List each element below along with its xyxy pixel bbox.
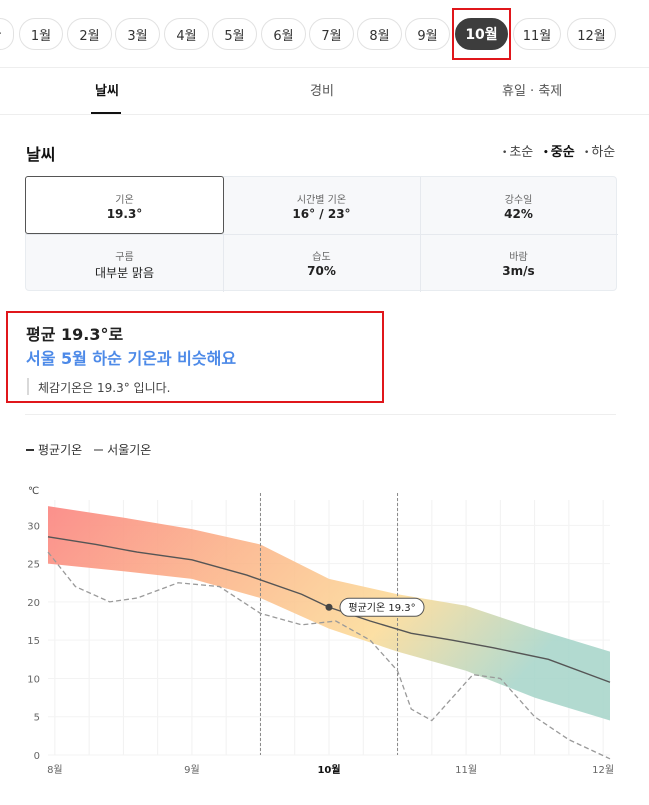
selected-month-highlight — [452, 8, 511, 60]
active-tab-indicator — [91, 112, 121, 114]
tab-bar: 날씨 경비 휴일 · 축제 — [0, 68, 649, 115]
stat-value: 16° / 23° — [292, 207, 351, 221]
month-pill-8[interactable]: 8월 — [357, 18, 402, 50]
y-tick-label: 20 — [27, 598, 40, 609]
period-mid[interactable]: • 중순 — [543, 141, 575, 160]
legend-dashed-line-icon — [94, 448, 104, 451]
y-tick-label: 30 — [27, 521, 40, 532]
stat-value: 19.3° — [106, 207, 143, 221]
avg-temp-marker — [325, 603, 333, 611]
month-pill-1[interactable]: 1월 — [19, 18, 63, 50]
tab-weather[interactable]: 날씨 — [95, 84, 119, 99]
month-pill-10[interactable]: 10월 — [455, 18, 508, 50]
month-pill-11[interactable]: 11월 — [513, 18, 561, 50]
legend-seoul-label: 서울기온 — [107, 443, 152, 457]
bullet-icon: • — [584, 147, 590, 158]
stat-hourly-temperature[interactable]: 시간별 기온 16° / 23° — [223, 177, 420, 234]
summary-comparison: 서울 5월 하순 기온과 비슷해요 — [26, 349, 237, 368]
stat-label: 습도 — [312, 252, 331, 263]
grid-divider — [26, 234, 618, 235]
x-tick-label: 8월 — [47, 764, 63, 776]
month-selector: · 1월 2월 3월 4월 5월 6월 7월 8월 9월 10월 11월 12월 — [0, 0, 649, 68]
x-tick-label: 11월 — [455, 764, 477, 776]
stat-label: 강수일 — [504, 195, 533, 206]
weather-stats-grid: 기온 19.3° 시간별 기온 16° / 23° 강수일 42% 구름 대부분… — [25, 176, 618, 292]
stat-cloud[interactable]: 구름 대부분 맑음 — [26, 234, 223, 291]
month-pill-9[interactable]: 9월 — [405, 18, 450, 50]
feels-like-text: 체감기온은 19.3° 입니다. — [38, 381, 171, 395]
month-pill-6[interactable]: 6월 — [261, 18, 306, 50]
period-late-label: 하순 — [591, 145, 616, 160]
period-early-label: 초순 — [509, 145, 534, 160]
stat-wind[interactable]: 바람 3m/s — [420, 234, 617, 291]
stat-label: 기온 — [115, 195, 134, 206]
bullet-icon: • — [502, 147, 508, 158]
section-divider — [25, 414, 616, 415]
bullet-icon: • — [543, 147, 549, 158]
month-pill-2[interactable]: 2월 — [67, 18, 112, 50]
month-pill-7[interactable]: 7월 — [309, 18, 354, 50]
y-tick-label: 15 — [27, 636, 40, 647]
quote-bar — [27, 378, 29, 395]
x-tick-label: 9월 — [184, 764, 200, 776]
month-pill-3[interactable]: 3월 — [115, 18, 160, 50]
period-early[interactable]: • 초순 — [502, 141, 533, 160]
x-tick-label: 10월 — [317, 764, 340, 776]
month-pill-5[interactable]: 5월 — [212, 18, 257, 50]
y-tick-label: 5 — [34, 713, 40, 724]
summary-highlight — [6, 311, 384, 403]
y-unit-label: ℃ — [28, 486, 39, 497]
stat-value: 42% — [504, 207, 533, 221]
stat-value: 70% — [307, 264, 336, 278]
month-pill-4[interactable]: 4월 — [164, 18, 209, 50]
legend-avg-label: 평균기온 — [38, 443, 83, 457]
stat-rain-days[interactable]: 강수일 42% — [420, 177, 617, 234]
stat-value: 대부분 맑음 — [94, 266, 154, 280]
stat-temperature[interactable]: 기온 19.3° — [25, 176, 224, 234]
y-tick-label: 25 — [27, 560, 40, 571]
stat-label: 바람 — [509, 252, 528, 263]
y-tick-label: 10 — [27, 674, 40, 685]
x-tick-label: 12월 — [592, 764, 614, 776]
y-tick-label: 0 — [34, 751, 40, 762]
tab-expenses[interactable]: 경비 — [310, 84, 334, 99]
summary-average-temp: 평균 19.3°로 — [26, 325, 124, 344]
tab-holidays-festivals[interactable]: 휴일 · 축제 — [502, 84, 563, 99]
legend-solid-line-icon — [26, 448, 34, 451]
seoul-temp-line — [47, 551, 611, 760]
month-pill-12[interactable]: 12월 — [567, 18, 616, 50]
period-mid-label: 중순 — [550, 145, 575, 160]
stat-value: 3m/s — [502, 264, 535, 278]
marker-callout-label: 평균기온 19.3° — [348, 602, 415, 614]
stat-label: 구름 — [115, 252, 134, 263]
section-title: 날씨 — [26, 145, 56, 164]
period-late[interactable]: • 하순 — [584, 141, 615, 160]
stat-label: 시간별 기온 — [296, 195, 347, 206]
stat-humidity[interactable]: 습도 70% — [223, 234, 420, 291]
chart-legend: 평균기온 서울기온 — [26, 441, 151, 458]
marker-callout-box — [339, 597, 425, 617]
